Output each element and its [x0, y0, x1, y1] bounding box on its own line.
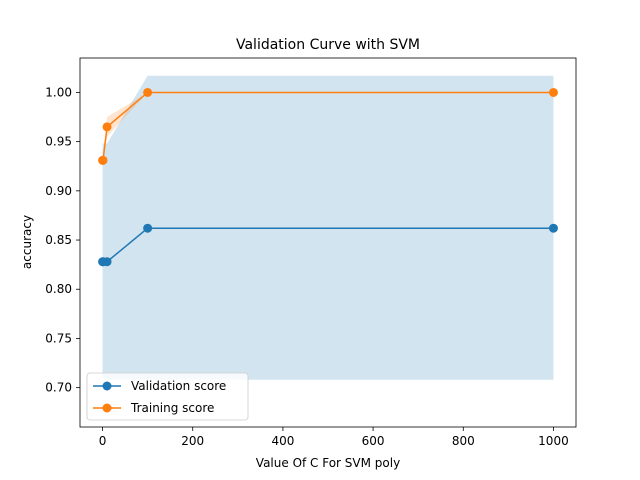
legend-marker-training [102, 403, 112, 413]
training-score-point [102, 122, 112, 132]
training-score-point [548, 87, 558, 97]
validation-score-point [548, 223, 558, 233]
chart-title: Validation Curve with SVM [236, 37, 420, 53]
x-tick-label: 400 [271, 434, 294, 448]
y-tick-label: 0.85 [45, 233, 72, 247]
x-tick-label: 200 [181, 434, 204, 448]
plot-frame [79, 57, 577, 428]
y-tick-label: 0.95 [45, 135, 72, 149]
legend-label-validation: Validation score [131, 379, 226, 393]
legend: Validation score Training score [86, 372, 249, 421]
legend-marker-validation [102, 381, 112, 391]
training-score-point [143, 87, 153, 97]
legend-box [86, 372, 249, 421]
x-axis: 0 200 400 600 800 1000 [99, 427, 569, 448]
x-tick-label: 1000 [538, 434, 569, 448]
series-lines [98, 87, 558, 267]
training-score-point [98, 155, 108, 165]
y-tick-label: 1.00 [45, 85, 72, 99]
validation-score-point [143, 223, 153, 233]
x-tick-label: 0 [99, 434, 107, 448]
y-tick-label: 0.90 [45, 184, 72, 198]
x-tick-label: 600 [362, 434, 385, 448]
validation-score-point [102, 257, 112, 267]
x-tick-label: 800 [452, 434, 475, 448]
y-axis-label: accuracy [20, 215, 34, 269]
legend-label-training: Training score [130, 401, 214, 415]
y-tick-label: 0.70 [45, 381, 72, 395]
y-tick-label: 0.80 [45, 282, 72, 296]
x-axis-label: Value Of C For SVM poly [256, 456, 400, 470]
y-axis: 0.70 0.75 0.80 0.85 0.90 0.95 1.00 [45, 85, 80, 395]
y-tick-label: 0.75 [45, 331, 72, 345]
